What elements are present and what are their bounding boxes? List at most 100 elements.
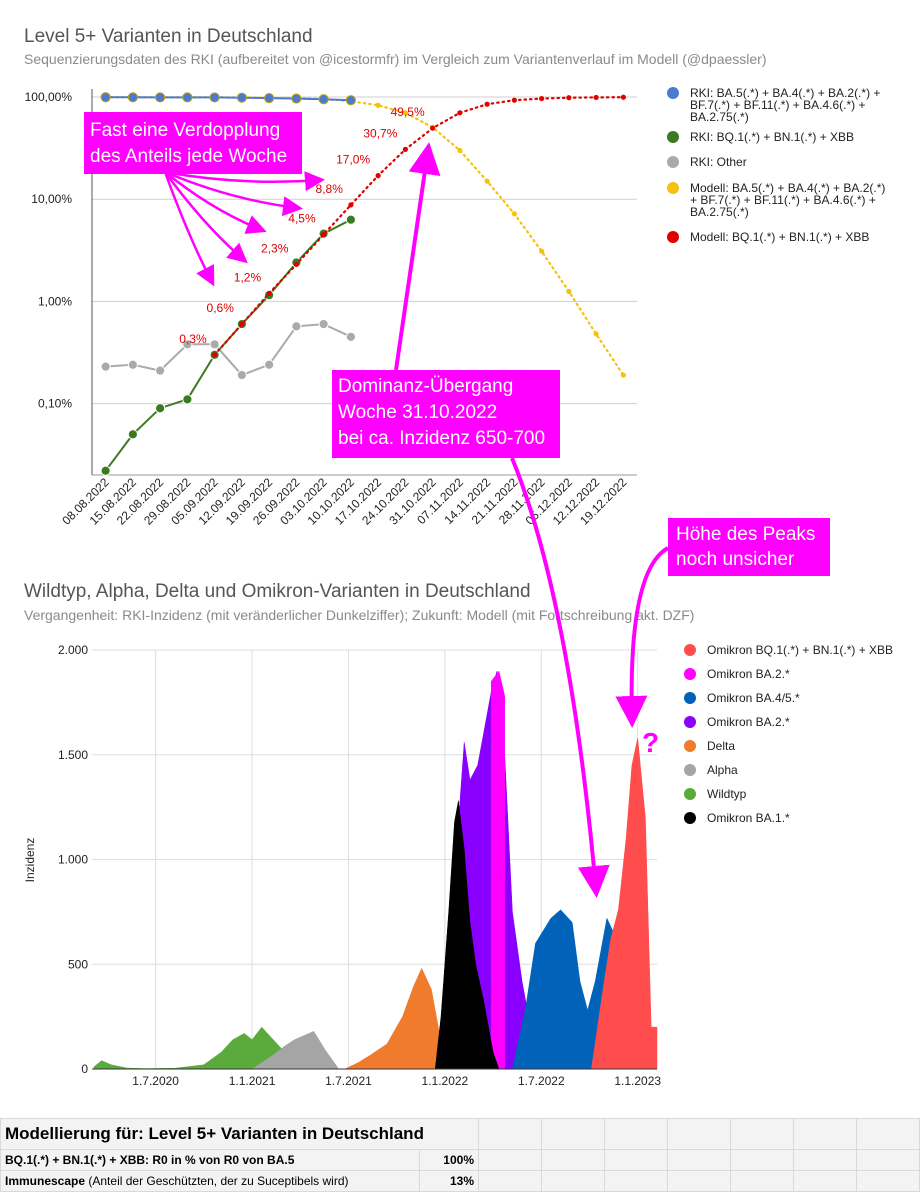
figure: Level 5+ Varianten in Deutschland Sequen… bbox=[23, 26, 893, 1088]
legend-label: Wildtyp bbox=[707, 787, 747, 801]
callout-box-doubling bbox=[84, 112, 302, 174]
param-label-immunescape: Immunescape (Anteil der Geschützten, der… bbox=[0, 1170, 420, 1192]
data-point bbox=[318, 94, 329, 105]
data-point bbox=[182, 394, 193, 405]
legend-swatch bbox=[684, 764, 696, 776]
arrow-doubling bbox=[163, 171, 248, 264]
y-tick-label: 1,00% bbox=[38, 294, 72, 308]
x-tick-label: 1.1.2021 bbox=[229, 1074, 276, 1088]
data-point bbox=[484, 101, 490, 107]
legend-swatch bbox=[684, 716, 696, 728]
series-line bbox=[104, 218, 352, 472]
param-label-r0: BQ.1(.*) + BN.1(.*) + XBB: R0 in % von R… bbox=[0, 1149, 420, 1171]
legend-swatch bbox=[684, 668, 696, 680]
legend-swatch bbox=[684, 812, 696, 824]
data-point bbox=[457, 147, 463, 154]
data-point bbox=[100, 92, 111, 103]
callout-text-peak: noch unsicher bbox=[676, 549, 795, 570]
series-line bbox=[104, 96, 352, 102]
legend-swatch bbox=[684, 692, 696, 704]
data-point bbox=[127, 359, 138, 370]
data-point bbox=[430, 125, 436, 131]
y-tick-label: 1.000 bbox=[58, 853, 88, 867]
callout-text-dominance: bei ca. Inzidenz 650-700 bbox=[338, 428, 545, 449]
top-chart-title: Level 5+ Varianten in Deutschland bbox=[24, 26, 313, 47]
data-point bbox=[291, 321, 302, 332]
callout-text-peak: Höhe des Peaks bbox=[676, 524, 815, 545]
legend-label: BA.2.75(.*) bbox=[690, 110, 749, 124]
legend-label: Omikron BQ.1(.*) + BN.1(.*) + XBB bbox=[707, 643, 893, 657]
data-point bbox=[375, 173, 381, 179]
y-tick-label: 2.000 bbox=[58, 643, 88, 657]
legend-label: Modell: BA.5(.*) + BA.4(.*) + BA.2(.*) bbox=[690, 181, 885, 195]
param-value-immunescape: 13% bbox=[419, 1170, 479, 1192]
legend-swatch bbox=[684, 644, 696, 656]
data-point bbox=[402, 110, 408, 116]
data-label: 4,5% bbox=[288, 212, 316, 226]
table-title: Modellierung für: Level 5+ Varianten in … bbox=[0, 1118, 479, 1150]
data-point bbox=[539, 95, 545, 102]
data-point bbox=[345, 214, 356, 225]
data-label: 8,8% bbox=[316, 182, 344, 196]
data-point bbox=[239, 321, 245, 327]
arrow-doubling bbox=[164, 171, 267, 234]
data-point bbox=[539, 248, 545, 254]
legend-label: BF.7(.*) + BF.11(.*) + BA.4.6(.*) + bbox=[690, 98, 866, 112]
data-point bbox=[264, 93, 275, 104]
data-point bbox=[155, 365, 166, 376]
param-label-immunescape-rest: (Anteil der Geschützten, der zu Suceptib… bbox=[85, 1174, 349, 1188]
x-tick-label: 1.7.2021 bbox=[325, 1074, 372, 1088]
data-point bbox=[182, 92, 193, 103]
arrow-doubling bbox=[163, 171, 215, 287]
data-point bbox=[209, 92, 220, 103]
param-value-r0: 100% bbox=[419, 1149, 479, 1171]
legend-label: Omikron BA.4/5.* bbox=[707, 691, 800, 705]
data-label: 2,3% bbox=[261, 241, 289, 255]
y-tick-label: 0 bbox=[81, 1062, 88, 1076]
data-point bbox=[593, 94, 599, 101]
data-point bbox=[209, 339, 220, 350]
data-point bbox=[212, 352, 218, 358]
data-point bbox=[100, 361, 111, 372]
data-point bbox=[566, 288, 572, 295]
data-point bbox=[318, 318, 329, 330]
data-point bbox=[457, 110, 463, 116]
legend-swatch bbox=[667, 87, 679, 99]
area-series bbox=[251, 1031, 340, 1070]
data-point bbox=[402, 146, 408, 153]
legend-label: RKI: BA.5(.*) + BA.4(.*) + BA.2(.*) + bbox=[690, 86, 880, 100]
data-point bbox=[375, 102, 381, 108]
question-mark: ? bbox=[642, 727, 659, 758]
legend-label: RKI: BQ.1(.*) + BN.1(.*) + XBB bbox=[690, 130, 854, 144]
legend-label: Omikron BA.2.* bbox=[707, 667, 790, 681]
x-tick-label: 1.1.2023 bbox=[614, 1074, 661, 1088]
y-axis-label: Inzidenz bbox=[23, 838, 37, 883]
y-tick-label: 500 bbox=[68, 957, 88, 971]
data-point bbox=[511, 97, 517, 103]
callout-box-dominance bbox=[332, 370, 560, 458]
data-point bbox=[127, 429, 138, 440]
data-point bbox=[266, 290, 272, 296]
legend-swatch bbox=[684, 788, 696, 800]
data-point bbox=[345, 95, 356, 106]
data-point bbox=[321, 232, 327, 238]
data-label: 49,5% bbox=[391, 105, 425, 119]
data-label: 1,2% bbox=[234, 270, 262, 284]
x-tick-label: 1.7.2020 bbox=[132, 1074, 179, 1088]
data-point bbox=[345, 331, 356, 342]
data-point bbox=[291, 93, 302, 104]
data-point bbox=[593, 331, 599, 337]
y-tick-label: 10,00% bbox=[31, 192, 72, 206]
bottom-chart-subtitle: Vergangenheit: RKI-Inzidenz (mit verände… bbox=[24, 607, 694, 623]
annotations: Fast eine Verdopplung des Anteils jede Wo… bbox=[84, 112, 830, 898]
legend-label: + BF.7(.*) + BF.11(.*) + BA.4.6(.*) + bbox=[690, 193, 876, 207]
callout-box-peak bbox=[668, 518, 830, 576]
legend-label: Delta bbox=[707, 739, 735, 753]
legend-swatch bbox=[667, 131, 679, 143]
model-parameter-table: Modellierung für: Level 5+ Varianten in … bbox=[0, 1118, 920, 1200]
arrow-dominance-up bbox=[394, 142, 441, 371]
series-line bbox=[104, 323, 352, 377]
legend-label: BA.2.75(.*) bbox=[690, 205, 749, 219]
data-point bbox=[264, 359, 275, 370]
arrow-dominance-down bbox=[510, 457, 610, 898]
